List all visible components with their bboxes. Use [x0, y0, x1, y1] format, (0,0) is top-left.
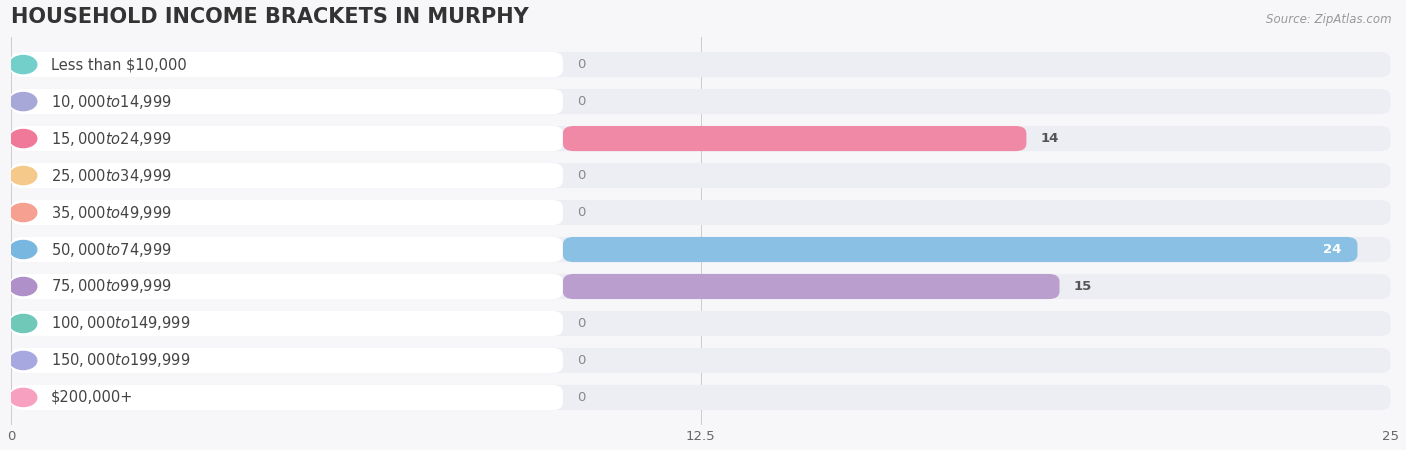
Circle shape	[10, 203, 37, 221]
Text: $50,000 to $74,999: $50,000 to $74,999	[51, 240, 172, 258]
FancyBboxPatch shape	[11, 237, 1391, 262]
Text: 0: 0	[576, 391, 585, 404]
Circle shape	[10, 278, 37, 296]
Text: 15: 15	[1073, 280, 1091, 293]
Circle shape	[10, 315, 37, 333]
FancyBboxPatch shape	[11, 348, 1391, 373]
FancyBboxPatch shape	[562, 126, 1026, 151]
Text: $35,000 to $49,999: $35,000 to $49,999	[51, 203, 172, 221]
Text: $75,000 to $99,999: $75,000 to $99,999	[51, 278, 172, 296]
Text: 14: 14	[1040, 132, 1059, 145]
FancyBboxPatch shape	[11, 274, 562, 299]
FancyBboxPatch shape	[11, 200, 562, 225]
Text: $25,000 to $34,999: $25,000 to $34,999	[51, 166, 172, 184]
Text: HOUSEHOLD INCOME BRACKETS IN MURPHY: HOUSEHOLD INCOME BRACKETS IN MURPHY	[11, 7, 529, 27]
FancyBboxPatch shape	[11, 274, 1391, 299]
FancyBboxPatch shape	[562, 237, 1357, 262]
FancyBboxPatch shape	[11, 311, 1391, 336]
Text: 0: 0	[576, 95, 585, 108]
FancyBboxPatch shape	[11, 163, 562, 188]
Circle shape	[10, 166, 37, 184]
FancyBboxPatch shape	[11, 126, 562, 151]
Text: $200,000+: $200,000+	[51, 390, 134, 405]
FancyBboxPatch shape	[11, 52, 562, 77]
Text: Source: ZipAtlas.com: Source: ZipAtlas.com	[1267, 14, 1392, 27]
Circle shape	[10, 240, 37, 259]
Circle shape	[10, 351, 37, 369]
Text: 0: 0	[576, 58, 585, 71]
FancyBboxPatch shape	[11, 200, 1391, 225]
Text: Less than $10,000: Less than $10,000	[51, 57, 187, 72]
FancyBboxPatch shape	[11, 385, 1391, 410]
Text: $10,000 to $14,999: $10,000 to $14,999	[51, 93, 172, 111]
FancyBboxPatch shape	[11, 52, 1391, 77]
Circle shape	[10, 388, 37, 406]
Text: 24: 24	[1323, 243, 1341, 256]
Text: 0: 0	[576, 317, 585, 330]
Circle shape	[10, 93, 37, 111]
FancyBboxPatch shape	[562, 274, 1060, 299]
Text: $15,000 to $24,999: $15,000 to $24,999	[51, 130, 172, 148]
Text: 0: 0	[576, 169, 585, 182]
FancyBboxPatch shape	[11, 126, 1391, 151]
Text: $150,000 to $199,999: $150,000 to $199,999	[51, 351, 190, 369]
Circle shape	[10, 55, 37, 74]
FancyBboxPatch shape	[11, 89, 1391, 114]
Text: 0: 0	[576, 206, 585, 219]
FancyBboxPatch shape	[11, 311, 562, 336]
Text: 0: 0	[576, 354, 585, 367]
FancyBboxPatch shape	[11, 237, 562, 262]
FancyBboxPatch shape	[11, 385, 562, 410]
Text: $100,000 to $149,999: $100,000 to $149,999	[51, 315, 190, 333]
FancyBboxPatch shape	[11, 89, 562, 114]
FancyBboxPatch shape	[11, 163, 1391, 188]
FancyBboxPatch shape	[11, 348, 562, 373]
Circle shape	[10, 130, 37, 148]
